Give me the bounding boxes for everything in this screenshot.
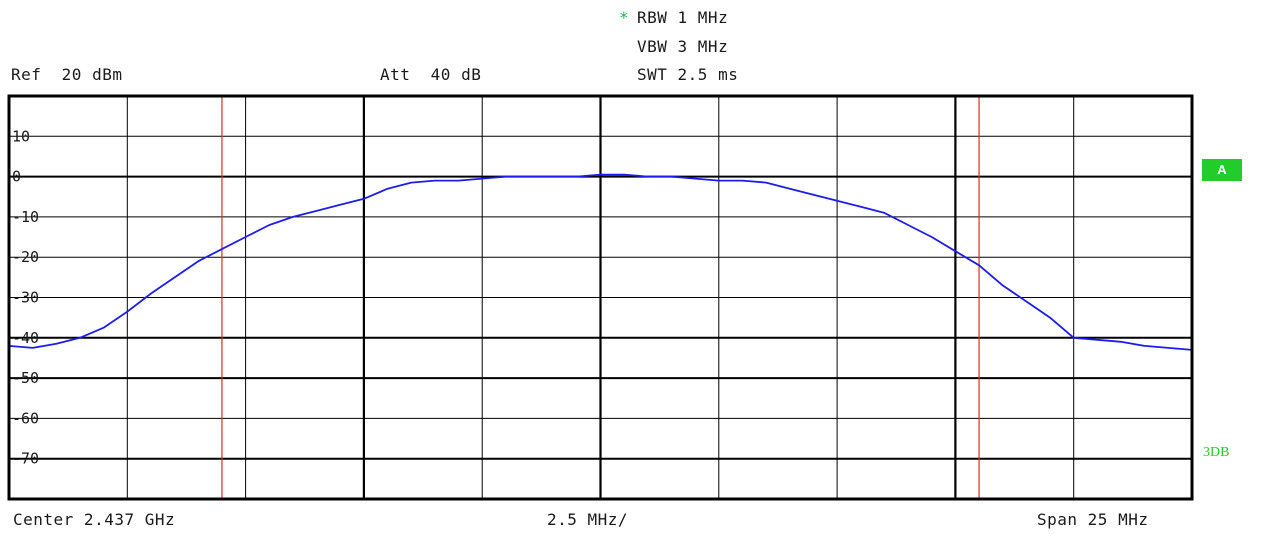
rbw-marker: * <box>619 8 630 27</box>
y-tick-label: -30 <box>12 289 39 307</box>
attenuation-label: Att 40 dB <box>380 65 482 84</box>
span-label: Span 25 MHz <box>1037 510 1149 529</box>
trace-line <box>8 173 1193 351</box>
grid <box>9 96 1192 499</box>
y-tick-label: -60 <box>12 409 39 427</box>
trace <box>8 173 1193 351</box>
trace-indicator-badge: A <box>1202 159 1242 181</box>
marker-lines <box>221 96 980 499</box>
y-tick-label: -20 <box>12 248 39 266</box>
sweep-time-label: SWT 2.5 ms <box>637 65 739 84</box>
plot-frame <box>7 94 1194 501</box>
y-tick-label: 0 <box>12 168 21 186</box>
y-tick-label: -10 <box>12 208 39 226</box>
y-tick-label: -40 <box>12 329 39 347</box>
y-tick-label: -70 <box>12 450 39 468</box>
center-frequency-label: Center 2.437 GHz <box>13 510 176 529</box>
rbw-label: RBW 1 MHz <box>637 8 729 27</box>
vbw-label: VBW 3 MHz <box>637 37 729 56</box>
y-tick-labels: 10 0 -10 -20 -30 -40 -50 -60 -70 <box>12 127 39 467</box>
ref-level-label: Ref 20 dBm <box>11 65 123 84</box>
y-tick-label: -50 <box>12 369 39 387</box>
limit-label: 3DB <box>1203 445 1230 460</box>
division-label: 2.5 MHz/ <box>547 510 629 529</box>
y-tick-label: 10 <box>12 127 30 145</box>
